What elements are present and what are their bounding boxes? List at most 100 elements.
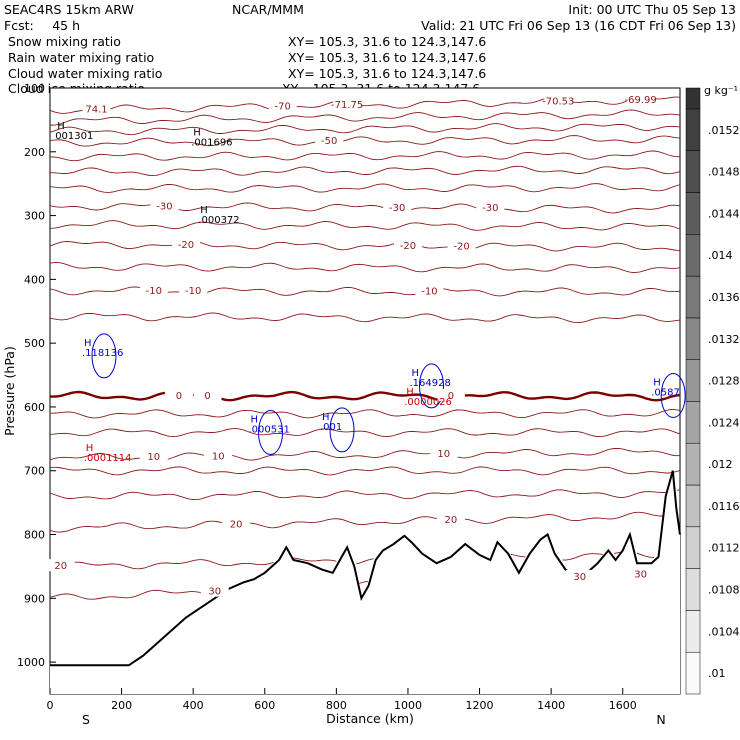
isotherm-minus60 xyxy=(49,109,681,126)
maximum-marker-h: H xyxy=(200,205,208,216)
maximum-marker-h: H xyxy=(412,368,420,379)
x-axis-ticks: 0 200 400 600 800 1000 1200 1400 1600 xyxy=(47,688,637,712)
isotherm-minus45 xyxy=(49,150,680,162)
isotherm-label: 74.1 xyxy=(85,105,107,116)
colorbar-tick-label: .01 xyxy=(708,667,726,680)
maximum-value: .0587 xyxy=(651,388,680,399)
isotherm-minus40 xyxy=(50,165,681,177)
colorbar-tick-label: .0128 xyxy=(708,375,740,388)
colorbar-tick-label: .0148 xyxy=(708,166,740,179)
isotherm-15 xyxy=(49,489,681,501)
maximum-marker-h: H xyxy=(86,443,94,454)
x-tick-label: 600 xyxy=(254,699,275,712)
field-xy-snow: XY= 105.3, 31.6 to 124.3,147.6 xyxy=(288,34,486,49)
colorbar-tick-label: .0104 xyxy=(708,625,740,638)
y-tick-label: 300 xyxy=(24,210,45,223)
colorbar-cell xyxy=(685,234,701,277)
colorbar-cell xyxy=(685,150,701,193)
isotherm-label: 20 xyxy=(54,561,67,572)
isotherm-minus25 xyxy=(49,220,681,231)
isotherm-label: -20 xyxy=(178,240,194,251)
maximum-marker-h: H xyxy=(653,378,661,389)
colorbar-tick-label: .0112 xyxy=(708,542,740,555)
isotherm-minus20 xyxy=(49,240,681,252)
colorbar-tick-label: .014 xyxy=(708,249,733,262)
colorbar-tick-label: .0152 xyxy=(708,124,740,137)
isotherm-labels: 74.1 -70 -71.75 -70.53 -69.99 -50 -30 -30 -30 -20… xyxy=(46,93,657,598)
isotherm-label: -69.99 xyxy=(624,95,656,106)
maximum-marker-h: H xyxy=(193,127,201,138)
isotherm-label-bg xyxy=(139,449,168,462)
isotherm-label: 10 xyxy=(437,449,450,460)
isotherm-label: -10 xyxy=(185,286,201,297)
x-tick-label: 1000 xyxy=(394,699,422,712)
colorbar-tick-label: .0116 xyxy=(708,500,740,513)
isotherm-label: -20 xyxy=(400,241,416,252)
maximum-value: .0001114 xyxy=(84,453,132,464)
y-tick-label: 600 xyxy=(24,401,45,414)
isotherm-label: 30 xyxy=(634,569,647,580)
isotherm-label-bg xyxy=(394,239,422,252)
isotherm-label: -30 xyxy=(156,202,172,213)
isotherm-label-bg xyxy=(164,389,193,402)
isotherm-label-bg xyxy=(200,584,229,597)
isotherm-label-bg xyxy=(268,99,297,112)
x-tick-label: 1400 xyxy=(537,699,565,712)
field-name-rain: Rain water mixing ratio xyxy=(8,50,154,65)
isotherm-label-bg xyxy=(429,447,458,459)
isotherm-label-bg xyxy=(150,199,179,212)
isotherm-label-bg xyxy=(626,567,655,580)
isotherm-minus5 xyxy=(49,312,681,324)
isotherm-label: -30 xyxy=(389,203,405,214)
isotherm-label: 10 xyxy=(147,452,160,463)
isotherm-label-bg xyxy=(193,389,222,402)
isotherm-label: 0 xyxy=(204,391,210,402)
field-xy-rain: XY= 105.3, 31.6 to 124.3,147.6 xyxy=(288,50,486,65)
isotherm-label-bg xyxy=(436,513,465,525)
isotherm-label-bg xyxy=(46,559,75,572)
x-tick-label: 1200 xyxy=(466,699,494,712)
cloud-water-contour xyxy=(419,363,444,409)
maximum-value: .118136 xyxy=(82,348,123,359)
x-end-label-south: S xyxy=(82,712,90,727)
isotherm-label-bg xyxy=(315,134,344,147)
isotherm-label: -30 xyxy=(482,203,498,214)
terrain-fill xyxy=(50,470,680,694)
colorbar-cell xyxy=(685,108,701,151)
isotherm-label-bg xyxy=(82,102,111,115)
y-tick-label: 200 xyxy=(24,146,45,159)
x-axis-label: Distance (km) xyxy=(326,711,414,726)
maximum-value: .164928 xyxy=(410,378,451,389)
field-name-cloud-water: Cloud water mixing ratio xyxy=(8,66,162,81)
x-tick-label: 200 xyxy=(111,699,132,712)
x-end-label-north: N xyxy=(656,712,665,727)
colorbar-cell xyxy=(685,484,701,528)
colorbar-tick-label: .0108 xyxy=(708,584,740,597)
isotherm-label: 10 xyxy=(212,451,225,462)
isotherm-minus50 xyxy=(49,135,681,147)
maximum-value: 001301 xyxy=(55,131,93,142)
isotherm-label: -50 xyxy=(321,136,337,147)
colorbar-unit: g kg⁻¹ xyxy=(704,84,738,97)
field-xy-cloud-water: XY= 105.3, 31.6 to 124.3,147.6 xyxy=(288,66,486,81)
isotherm-label-bg xyxy=(476,201,505,214)
isotherm-label: -20 xyxy=(453,241,469,252)
cloud-water-contour xyxy=(660,373,686,418)
colorbar-cell xyxy=(685,568,701,611)
field-name-snow: Snow mixing ratio xyxy=(8,34,121,49)
y-tick-label: 400 xyxy=(24,273,45,286)
maximum-value: .001 xyxy=(320,422,342,433)
isotherm-minus35 xyxy=(49,183,681,193)
x-tick-label: 800 xyxy=(326,699,347,712)
maximum-value: .0000026 xyxy=(404,397,452,408)
isotherm-label-bg xyxy=(447,239,476,252)
valid-time: Valid: 21 UTC Fri 06 Sep 13 (16 CDT Fri … xyxy=(421,18,736,33)
isotherm-label-bg xyxy=(179,284,208,297)
isotherm-label: -71.75 xyxy=(331,100,363,111)
y-tick-label: 900 xyxy=(24,592,45,605)
init-time: Init: 00 UTC Thu 05 Sep 13 xyxy=(568,2,736,17)
isotherm-13 xyxy=(49,466,681,476)
maximum-marker-h: H xyxy=(84,338,92,349)
cloud-water-contour xyxy=(258,410,283,455)
